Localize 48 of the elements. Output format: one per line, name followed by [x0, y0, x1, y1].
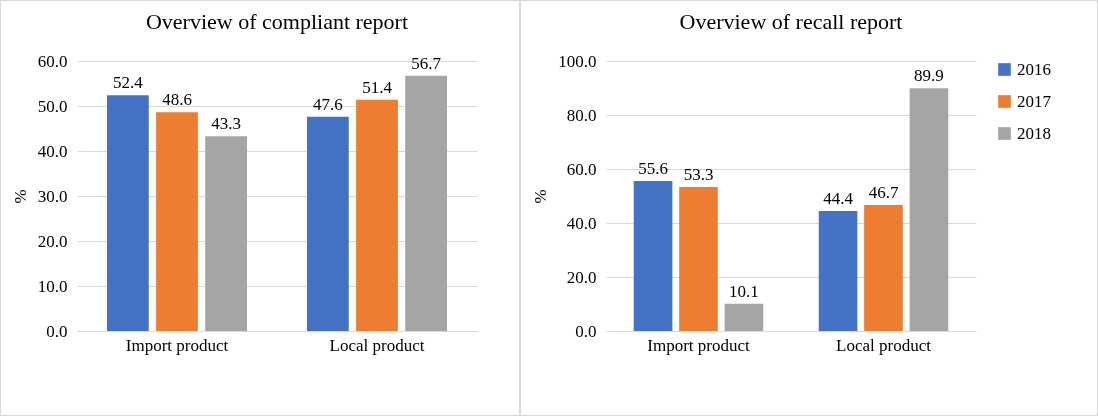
bar [633, 180, 673, 331]
y-tick-label: 30.0 [37, 186, 68, 206]
y-tick-label: 100.0 [558, 51, 597, 71]
y-axis-title: % [10, 189, 30, 204]
y-tick-label: 40.0 [566, 213, 597, 233]
bar [107, 95, 149, 331]
y-tick-label: 20.0 [37, 231, 68, 251]
data-label: 48.6 [162, 90, 192, 110]
legend-label: 2016 [1017, 59, 1051, 79]
data-label: 10.1 [729, 281, 759, 301]
data-label: 53.3 [683, 165, 714, 185]
y-tick-label: 50.0 [37, 96, 68, 116]
x-tick-label: Local product [836, 335, 932, 355]
bar [307, 116, 349, 331]
bar [909, 88, 949, 331]
data-label: 89.9 [914, 66, 944, 86]
chart-title: Overview of recall report [679, 9, 903, 34]
x-tick-label: Import product [647, 335, 750, 355]
y-tick-label: 60.0 [566, 159, 597, 179]
y-tick-label: 10.0 [37, 276, 68, 296]
data-label: 55.6 [638, 158, 668, 178]
y-tick-label: 0.0 [575, 321, 597, 341]
data-label: 46.7 [868, 182, 899, 202]
y-tick-label: 20.0 [566, 267, 597, 287]
data-label: 43.3 [211, 114, 241, 134]
bar [818, 211, 858, 331]
y-tick-label: 60.0 [37, 51, 68, 71]
bar [205, 136, 247, 331]
data-label: 44.4 [823, 189, 854, 209]
y-tick-label: 0.0 [46, 321, 68, 341]
y-axis-title: % [531, 189, 551, 204]
data-label: 47.6 [313, 94, 343, 114]
y-tick-label: 80.0 [566, 105, 597, 125]
bar [156, 112, 198, 331]
data-label: 52.4 [113, 73, 144, 93]
bar [724, 303, 764, 331]
y-tick-label: 40.0 [37, 141, 68, 161]
bar [864, 204, 903, 331]
bar [405, 75, 447, 331]
bar [356, 99, 398, 331]
x-tick-label: Import product [125, 335, 229, 355]
data-label: 51.4 [362, 77, 393, 97]
data-label: 56.7 [411, 53, 442, 73]
bar [679, 187, 718, 331]
legend-label: 2018 [1017, 123, 1051, 143]
chart-title: Overview of compliant report [145, 9, 409, 34]
x-tick-label: Local product [329, 335, 425, 355]
legend-label: 2017 [1017, 91, 1052, 111]
